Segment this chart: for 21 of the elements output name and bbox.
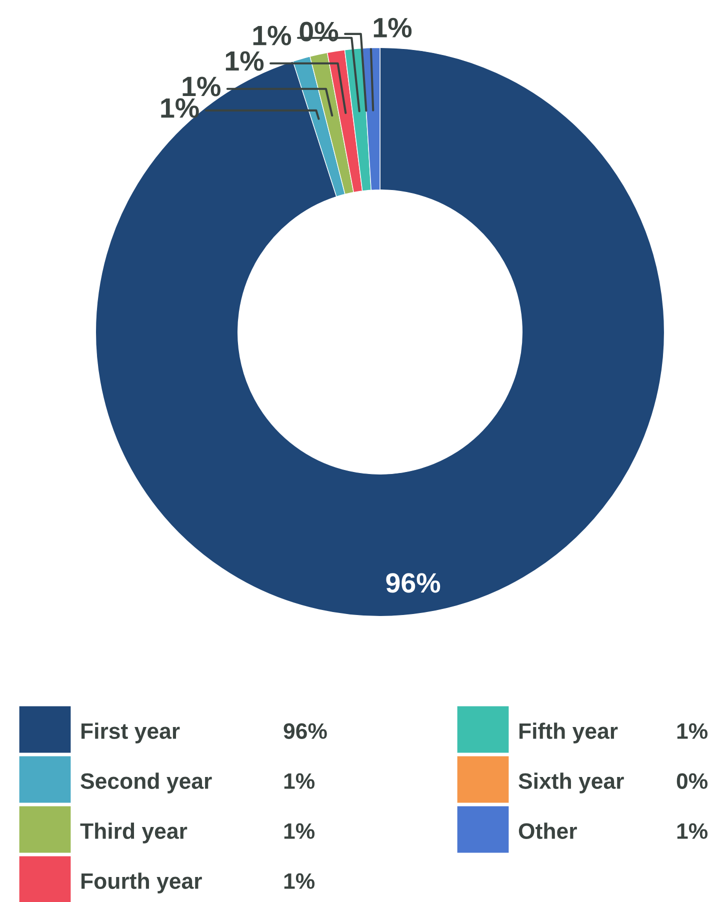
text: 1% — [677, 723, 708, 739]
text: 96% — [284, 723, 327, 739]
legend-label: Sixth year — [518, 772, 624, 794]
text: 1% — [284, 873, 315, 889]
legend-label: Fifth year — [519, 722, 618, 744]
legend-label: Second year — [80, 772, 212, 794]
legend-label: First year — [81, 722, 180, 744]
legend-label: Third year — [80, 822, 188, 844]
data-label: 96% — [386, 573, 440, 593]
data-label: 1% — [374, 18, 412, 38]
legend-label: Fourth year — [81, 872, 202, 894]
text: 1% — [677, 823, 708, 839]
donut-slice — [95, 47, 665, 617]
text: 1% — [284, 773, 315, 789]
text: 1% — [284, 823, 315, 839]
data-label: 1% — [253, 26, 292, 46]
text: 0% — [676, 773, 708, 789]
data-label: 1% — [161, 98, 199, 118]
data-label: 1% — [226, 51, 264, 71]
legend-label: Other — [518, 822, 577, 839]
data-label: 1% — [182, 76, 220, 96]
